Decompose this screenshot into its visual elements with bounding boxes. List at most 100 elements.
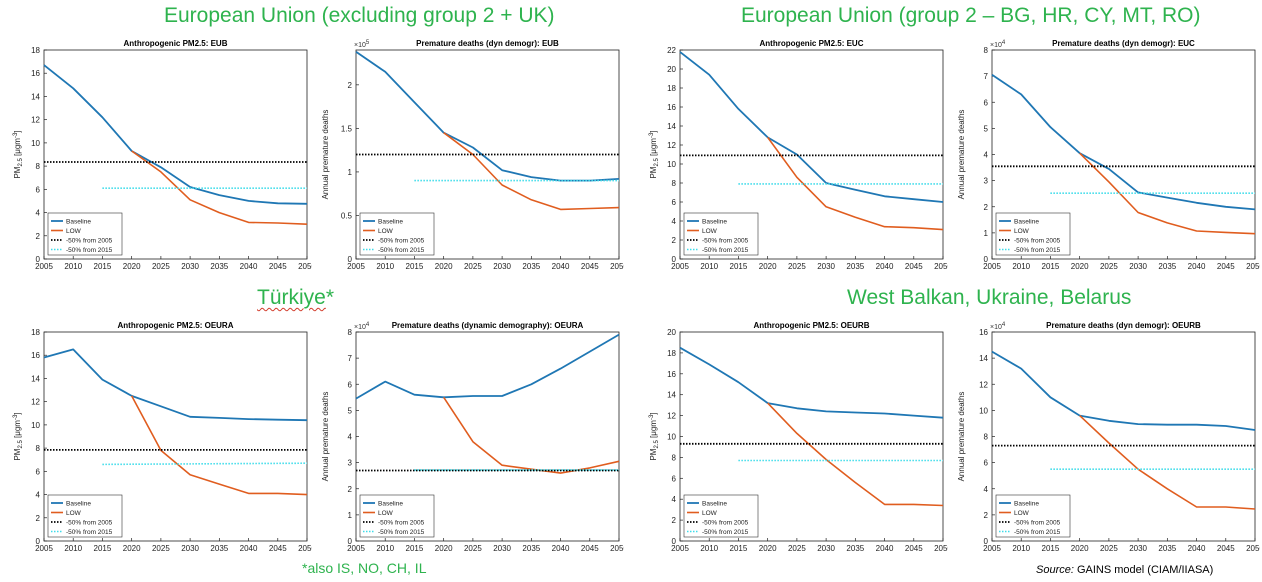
y-tick-label: 2 — [36, 514, 41, 523]
x-tick-label: 2025 — [1100, 544, 1118, 553]
y-axis-label-part: [μgm — [649, 138, 658, 159]
y-tick-label: 4 — [36, 491, 41, 500]
y-tick-label: 18 — [667, 349, 676, 358]
legend-label: LOW — [1014, 510, 1030, 517]
chart-deaths-eub: Premature deaths (dyn demogr): EUB×10520… — [321, 39, 624, 271]
y-tick-label: 4 — [36, 209, 41, 218]
y-tick-label: 4 — [672, 217, 677, 226]
legend-label: -50% from 2015 — [66, 529, 113, 536]
series-line-ref2015 — [102, 462, 308, 466]
x-tick-label: 2040 — [240, 262, 258, 271]
legend-label: -50% from 2015 — [66, 247, 113, 254]
y-axis-label-part: 2.5 — [18, 440, 24, 449]
series-line-low — [443, 396, 620, 474]
y-tick-label: 14 — [31, 374, 40, 383]
y-tick-label: 12 — [31, 398, 40, 407]
legend-label: Baseline — [378, 501, 403, 508]
x-tick-label: 2005 — [35, 262, 53, 271]
legend-label: LOW — [378, 510, 394, 517]
source-label: Source: — [1036, 564, 1074, 576]
legend-label: -50% from 2015 — [702, 247, 749, 254]
plot-frame — [43, 331, 308, 542]
legend-label: LOW — [702, 510, 718, 517]
y-tick-label: 2 — [36, 232, 41, 241]
legend-label: -50% from 2005 — [1014, 520, 1061, 527]
y-tick-label: 10 — [667, 433, 676, 442]
y-axis-label-part: ] — [649, 130, 658, 132]
y-tick-label: 1 — [348, 168, 353, 177]
y-tick-label: 10 — [979, 406, 988, 415]
y-tick-label: 5 — [984, 124, 989, 133]
y-axis-label-part: -3 — [649, 132, 655, 138]
legend-label: -50% from 2005 — [702, 238, 749, 245]
y-tick-label: 12 — [979, 380, 988, 389]
legend-box — [47, 212, 123, 256]
y-axis-label-part: PM — [13, 166, 22, 178]
y-tick-label: 0 — [36, 537, 41, 546]
chart-title: Anthropogenic PM2.5: EUB — [123, 39, 227, 48]
y-tick-label: 18 — [31, 328, 40, 337]
y-tick-label: 8 — [672, 179, 677, 188]
chart-title: Anthropogenic PM2.5: OEURA — [117, 321, 233, 330]
x-tick-label: 2040 — [1188, 262, 1206, 271]
y-tick-label: 16 — [31, 351, 40, 360]
chart-deaths-euc: Premature deaths (dyn demogr): EUC×10420… — [957, 39, 1260, 271]
y-tick-label: 2 — [348, 81, 353, 90]
legend-label: -50% from 2005 — [378, 238, 425, 245]
y-axis-label-part: PM — [649, 166, 658, 178]
y-axis-label-part: PM — [649, 448, 658, 460]
y-tick-label: 6 — [984, 98, 989, 107]
series-line-baseline — [679, 346, 944, 419]
x-tick-label: 2030 — [1129, 544, 1147, 553]
y-axis-label-part: 2.5 — [654, 158, 660, 167]
y-tick-label: 10 — [31, 421, 40, 430]
x-tick-label: 2045 — [269, 544, 287, 553]
x-tick-label: 2005 — [671, 544, 689, 553]
x-tick-label: 2005 — [983, 262, 1001, 271]
axis-exponent-power: 4 — [366, 322, 370, 328]
region-title-euc: European Union (group 2 – BG, HR, CY, MT… — [741, 4, 1201, 27]
legend-box — [47, 494, 123, 538]
x-tick-label: 2040 — [552, 262, 570, 271]
x-tick-label: 2020 — [123, 262, 141, 271]
y-axis-label-part: [μgm — [649, 420, 658, 441]
legend-label: -50% from 2005 — [1014, 238, 1061, 245]
region-title-turkiye-star: * — [325, 286, 335, 309]
x-tick-label: 2015 — [730, 262, 748, 271]
x-tick-label: 2020 — [1071, 262, 1089, 271]
chart-title: Premature deaths (dyn demogr): EUC — [1052, 39, 1195, 48]
x-tick-label: 2010 — [376, 544, 394, 553]
legend-label: -50% from 2015 — [378, 529, 425, 536]
x-tick-label: 2045 — [905, 544, 923, 553]
legend-label: -50% from 2015 — [702, 529, 749, 536]
legend-label: -50% from 2005 — [66, 238, 113, 245]
y-tick-label: 3 — [984, 177, 989, 186]
series-line-baseline — [679, 51, 944, 203]
y-tick-label: 8 — [36, 444, 41, 453]
y-tick-label: 0 — [672, 255, 677, 264]
x-tick-label: 2005 — [35, 544, 53, 553]
x-tick-label: 2040 — [240, 544, 258, 553]
y-tick-label: 4 — [672, 495, 677, 504]
x-tick-label: 2030 — [817, 262, 835, 271]
footnote: *also IS, NO, CH, IL — [302, 560, 427, 576]
legend-label: LOW — [378, 228, 394, 235]
source-text: GAINS model (CIAM/IIASA) — [1073, 564, 1214, 576]
legend-label: -50% from 2015 — [1014, 247, 1061, 254]
x-tick-label: 2035 — [210, 262, 228, 271]
legend-label: -50% from 2005 — [378, 520, 425, 527]
legend-label: Baseline — [1014, 219, 1039, 226]
legend-box — [995, 212, 1071, 256]
axis-exponent: ×104 — [354, 322, 370, 331]
chart-title: Premature deaths (dyn demogr): EUB — [416, 39, 559, 48]
legend-box — [359, 494, 435, 538]
y-tick-label: 8 — [984, 433, 989, 442]
y-axis-label-part: -3 — [13, 132, 19, 138]
y-tick-label: 10 — [667, 160, 676, 169]
y-tick-label: 14 — [979, 354, 988, 363]
series-line-low — [767, 402, 944, 507]
